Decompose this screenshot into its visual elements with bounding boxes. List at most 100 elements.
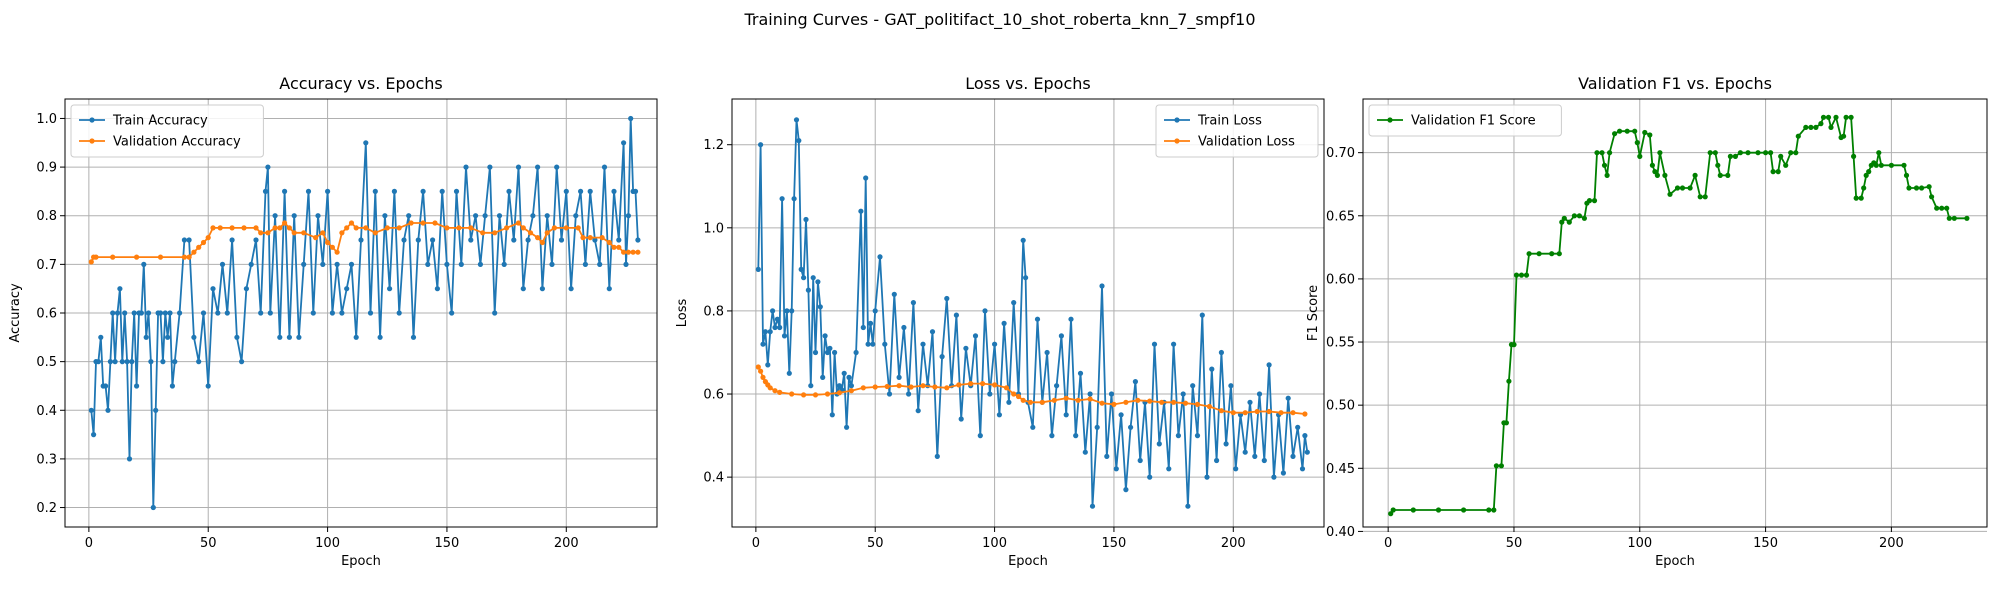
data-point (877, 254, 883, 260)
data-point (456, 225, 462, 231)
data-point (844, 424, 850, 430)
data-point (1674, 185, 1681, 191)
data-point (444, 225, 450, 231)
data-point (1151, 341, 1158, 347)
data-point (812, 349, 819, 356)
data-point (1712, 150, 1718, 156)
data-point (1825, 114, 1832, 120)
data-point (1128, 424, 1134, 430)
data-point (1929, 194, 1935, 200)
data-point (1687, 185, 1693, 191)
data-point (372, 230, 378, 236)
data-point (530, 213, 536, 219)
data-point (234, 334, 240, 340)
data-point (1946, 215, 1952, 221)
data-point (762, 329, 769, 335)
data-point (114, 310, 121, 316)
axes-frame (1362, 98, 1988, 528)
data-point (882, 341, 888, 347)
data-point (1087, 396, 1093, 402)
data-point (791, 196, 797, 202)
data-point (815, 279, 821, 285)
data-point (1228, 383, 1234, 389)
chart-panel-3: Validation F1 vs. Epochs 0 50 100 150 200 0.40… (1306, 74, 1988, 569)
data-point (1556, 251, 1562, 257)
data-point (112, 359, 118, 365)
legend-label: Validation Loss (1198, 135, 1295, 150)
y-tick-label: 0.8 (36, 209, 57, 224)
data-point (157, 254, 164, 260)
data-point (944, 385, 950, 391)
data-point (1858, 195, 1864, 201)
series-validation-accuracy (88, 220, 641, 265)
data-point (117, 286, 123, 292)
data-point (382, 213, 388, 219)
data-point (1410, 507, 1416, 513)
data-point (944, 295, 950, 302)
data-point (1082, 449, 1088, 455)
data-point (1006, 399, 1012, 405)
data-point (592, 237, 598, 243)
x-tick-label: 0 (1384, 536, 1392, 551)
data-point (1725, 172, 1731, 178)
legend-swatch-marker (1174, 138, 1180, 144)
data-point (858, 208, 864, 214)
data-point (358, 237, 364, 243)
y-axis-label: Accuracy (8, 283, 23, 343)
data-point (1795, 133, 1801, 139)
data-point (1566, 219, 1572, 225)
data-point (920, 383, 926, 389)
data-point (138, 310, 144, 316)
data-point (1087, 391, 1093, 397)
data-point (1493, 463, 1499, 469)
data-point (623, 261, 629, 267)
data-point (93, 254, 99, 260)
data-point (563, 188, 569, 194)
data-point (1813, 124, 1819, 130)
data-point (453, 188, 460, 194)
data-point (1793, 150, 1799, 156)
data-point (1634, 140, 1640, 146)
data-point (243, 286, 249, 292)
series-train-loss (755, 117, 1310, 509)
data-point (153, 407, 159, 413)
data-point (1254, 408, 1260, 415)
data-point (406, 213, 412, 219)
data-point (968, 381, 974, 387)
data-point (597, 261, 603, 267)
data-point (1094, 424, 1100, 430)
data-point (1147, 398, 1153, 404)
y-tick-label: 0.4 (703, 471, 724, 486)
data-point (1304, 449, 1310, 455)
data-point (1223, 441, 1229, 447)
data-point (1745, 150, 1751, 156)
data-point (200, 310, 207, 316)
data-point (1214, 457, 1220, 464)
data-point (157, 310, 164, 316)
data-point (781, 333, 788, 339)
data-point (755, 364, 761, 370)
y-tick-label: 0.8 (703, 304, 724, 319)
legend: Validation F1 Score (1368, 104, 1562, 137)
data-point (910, 300, 917, 306)
data-point (172, 359, 178, 365)
data-point (492, 230, 498, 236)
data-point (1523, 272, 1530, 278)
data-point (1873, 162, 1879, 168)
data-point (504, 225, 510, 231)
data-point (196, 359, 202, 365)
data-point (1027, 399, 1033, 405)
x-tick-label: 50 (200, 536, 217, 551)
data-point (1649, 162, 1655, 168)
data-point (1803, 124, 1809, 130)
data-point (848, 383, 855, 389)
data-point (458, 261, 464, 267)
data-point (1662, 172, 1668, 178)
chart-panels: Accuracy vs. Epochs 0 50 100 150 200 0.2 0.3 0.4… (8, 74, 1988, 569)
data-point (758, 368, 764, 374)
data-point (829, 412, 835, 418)
data-point (110, 310, 116, 316)
data-point (777, 389, 783, 395)
data-point (1607, 150, 1613, 156)
legend-swatch-marker (89, 138, 95, 144)
